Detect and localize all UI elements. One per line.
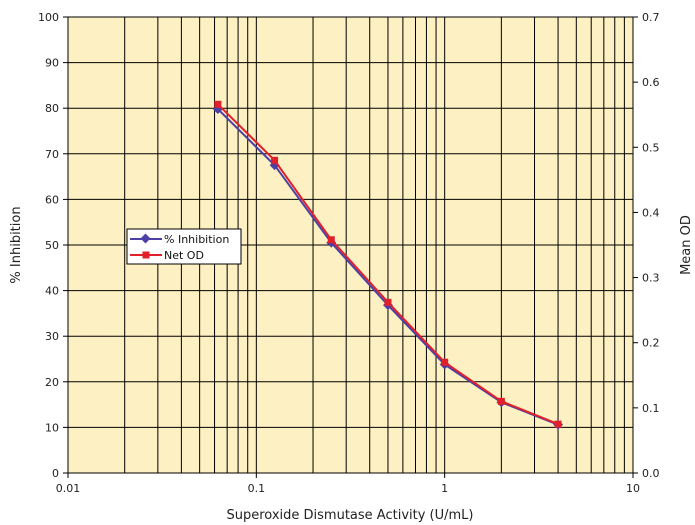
y-tick-label: 60 (45, 193, 59, 206)
y2-tick-label: 0.7 (642, 11, 660, 24)
y-tick-label: 90 (45, 57, 59, 70)
y2-tick-label: 0.5 (642, 141, 660, 154)
y2-tick-label: 0.4 (642, 206, 660, 219)
grid-lines (68, 17, 633, 473)
x-tick-label: 0.1 (248, 482, 266, 495)
data-point-square (271, 156, 279, 164)
y2-axis-title: Mean OD (679, 215, 694, 275)
y-tick-label: 80 (45, 102, 59, 115)
legend: % Inhibition Net OD (126, 228, 242, 265)
data-point-square (384, 298, 392, 306)
x-tick-label: 1 (441, 482, 448, 495)
y-tick-label: 0 (52, 467, 59, 480)
y2-tick-label: 0.3 (642, 272, 660, 285)
x-tick-label: 10 (626, 482, 640, 495)
y-tick-label: 50 (45, 239, 59, 252)
y-tick-label: 70 (45, 148, 59, 161)
y2-tick-label: 0.1 (642, 402, 660, 415)
y-tick-label: 30 (45, 330, 59, 343)
y2-tick-label: 0.2 (642, 337, 660, 350)
legend-label-net-od: Net OD (164, 249, 204, 262)
legend-marker-square-icon (142, 251, 150, 259)
legend-label-inhibition: % Inhibition (164, 233, 229, 246)
y-tick-label: 20 (45, 376, 59, 389)
y2-tick-label: 0.0 (642, 467, 660, 480)
axis-ticks: 0 10 20 30 40 50 60 70 80 90 100 0.0 0.1 0.2 0.3 0.4 0.5… (38, 11, 660, 495)
y-tick-label: 40 (45, 285, 59, 298)
y-axis-title: % Inhibition (9, 206, 24, 283)
x-axis-title: Superoxide Dismutase Activity (U/mL) (227, 508, 474, 523)
y-tick-label: 10 (45, 421, 59, 434)
data-point-square (327, 236, 335, 244)
y2-tick-label: 0.6 (642, 76, 660, 89)
data-point-square (497, 397, 505, 405)
data-point-square (441, 358, 449, 366)
series-group (212, 100, 564, 430)
data-point-square (554, 420, 562, 428)
legend-marker-diamond-icon (140, 233, 151, 244)
data-point-square (214, 100, 222, 108)
series-net-od (214, 100, 562, 428)
y-tick-label: 100 (38, 11, 59, 24)
x-tick-label: 0.01 (56, 482, 81, 495)
